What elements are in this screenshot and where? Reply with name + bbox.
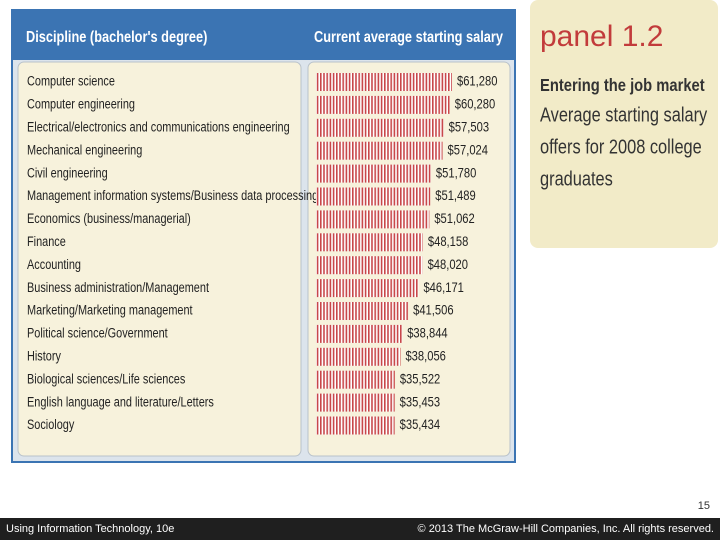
value-label: $51,062 [434, 211, 474, 226]
category-label: Electrical/electronics and communication… [27, 119, 290, 135]
category-label: Political science/Government [27, 325, 168, 341]
category-label: Civil engineering [27, 165, 108, 181]
panel-label: panel 1.2 [540, 20, 663, 53]
bar [316, 324, 403, 343]
value-label: $61,280 [457, 74, 497, 89]
footer-right: © 2013 The McGraw-Hill Companies, Inc. A… [418, 523, 714, 535]
category-label-group: Civil engineering [27, 165, 108, 181]
value-label-group: $57,503 [449, 119, 489, 134]
category-label-group: Finance [27, 234, 66, 250]
category-label-group: Mechanical engineering [27, 142, 142, 158]
value-label-group: $46,171 [423, 280, 463, 295]
bar [316, 347, 401, 366]
value-label: $35,434 [400, 417, 440, 432]
category-label-group: Computer engineering [27, 96, 135, 112]
panel-line: offers for 2008 college [540, 135, 702, 158]
category-label: Finance [27, 234, 66, 250]
value-label: $57,024 [448, 142, 488, 157]
bar [316, 141, 443, 160]
category-label-group: Biological sciences/Life sciences [27, 371, 185, 387]
category-label-group: Economics (business/managerial) [27, 211, 191, 227]
category-label: Mechanical engineering [27, 142, 142, 158]
value-label: $60,280 [455, 96, 495, 111]
side-panel [530, 0, 718, 248]
value-label: $46,171 [423, 280, 463, 295]
category-label: Business administration/Management [27, 280, 209, 296]
bar [316, 393, 395, 412]
value-label-group: $48,158 [428, 234, 468, 249]
category-label-group: Political science/Government [27, 325, 168, 341]
category-label: Computer science [27, 73, 115, 89]
value-label-group: $41,506 [413, 303, 453, 318]
category-label-group: Marketing/Marketing management [27, 302, 193, 318]
bar [316, 118, 444, 137]
slide-number: 15 [698, 500, 710, 512]
footer-bar [0, 518, 720, 540]
category-label: Biological sciences/Life sciences [27, 371, 185, 387]
panel-line: graduates [540, 167, 613, 190]
bar [316, 95, 450, 114]
category-label: Computer engineering [27, 96, 135, 112]
value-label-group: $51,062 [434, 211, 474, 226]
value-header: Current average starting salary [314, 29, 503, 47]
footer-left: Using Information Technology, 10e [6, 523, 174, 535]
value-label: $51,489 [435, 188, 475, 203]
value-label: $35,453 [400, 394, 440, 409]
category-label-group: Computer science [27, 73, 115, 89]
value-label-group: $35,434 [400, 417, 440, 432]
category-label-group: Sociology [27, 417, 75, 433]
value-label: $48,020 [428, 257, 468, 272]
value-label: $41,506 [413, 303, 453, 318]
value-label: $57,503 [449, 119, 489, 134]
header-bar [12, 10, 515, 60]
value-label-group: $60,280 [455, 96, 495, 111]
category-label-group: Business administration/Management [27, 280, 209, 296]
bar [316, 416, 395, 435]
category-label: History [27, 348, 62, 364]
bar [316, 210, 430, 229]
category-header: Discipline (bachelor's degree) [26, 29, 207, 47]
value-label-group: $35,522 [400, 371, 440, 386]
category-label: Management information systems/Business … [27, 188, 318, 204]
category-label-group: Management information systems/Business … [27, 188, 318, 204]
value-label: $48,158 [428, 234, 468, 249]
value-label-group: $51,489 [435, 188, 475, 203]
value-label-group: $57,024 [448, 142, 488, 157]
value-label: $38,844 [407, 325, 447, 340]
category-label: Accounting [27, 257, 81, 273]
category-label-group: History [27, 348, 62, 364]
category-label: Marketing/Marketing management [27, 302, 193, 318]
bar [316, 164, 431, 183]
category-label-group: English language and literature/Letters [27, 394, 214, 410]
bar [316, 233, 423, 252]
category-panel [17, 61, 302, 457]
bar [316, 302, 409, 320]
value-label: $51,780 [436, 165, 476, 180]
value-label-group: $38,056 [405, 348, 445, 363]
category-label: Sociology [27, 417, 75, 433]
value-label-group: $38,844 [407, 325, 447, 340]
bar [316, 279, 419, 298]
bar [316, 370, 395, 389]
category-label: Economics (business/managerial) [27, 211, 191, 227]
panel-heading: Entering the job market [540, 75, 705, 95]
value-label-group: $35,453 [400, 394, 440, 409]
value-label-group: $48,020 [428, 257, 468, 272]
category-label: English language and literature/Letters [27, 394, 214, 410]
category-label-group: Electrical/electronics and communication… [27, 119, 290, 135]
bar [316, 73, 452, 91]
category-label-group: Accounting [27, 257, 81, 273]
value-label: $35,522 [400, 371, 440, 386]
bar [316, 187, 431, 206]
panel-line: Average starting salary [540, 103, 708, 126]
value-label-group: $61,280 [457, 74, 497, 89]
value-label-group: $51,780 [436, 165, 476, 180]
bar [316, 256, 423, 275]
value-label: $38,056 [405, 348, 445, 363]
